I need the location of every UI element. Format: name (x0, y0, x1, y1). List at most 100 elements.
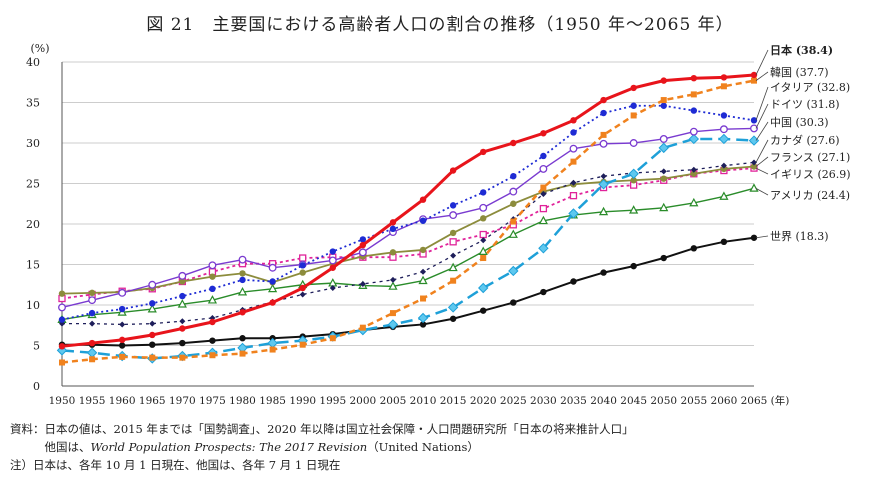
data-point (299, 284, 306, 292)
leader-line (755, 139, 769, 163)
x-tick-label: 1990 (289, 395, 316, 407)
series-line (61, 165, 755, 295)
data-point (600, 109, 607, 117)
y-tick-label: 35 (26, 97, 40, 110)
data-point (629, 205, 639, 214)
x-tick-label: 2005 (380, 395, 407, 407)
data-point (88, 296, 97, 305)
data-point (660, 102, 667, 109)
data-point (358, 248, 367, 257)
x-tick-label: 1995 (319, 395, 346, 407)
x-tick-label: 2010 (410, 395, 437, 407)
series-label: アメリカ (24.4) (770, 189, 850, 202)
data-point (147, 303, 157, 313)
data-point (359, 236, 367, 243)
data-point (420, 268, 427, 275)
data-point (540, 184, 547, 191)
y-tick-label: 10 (26, 299, 40, 312)
x-tick-label: 1980 (229, 395, 256, 407)
series-label: ドイツ (31.8) (770, 98, 840, 111)
data-point (239, 350, 246, 357)
data-point (480, 307, 487, 314)
data-point (749, 183, 759, 192)
x-tick-label: 2025 (500, 395, 527, 407)
data-point (239, 270, 246, 277)
data-point (449, 211, 458, 220)
series-labels: 日本 (38.4) 韓国 (37.7) イタリア (32.8) ドイツ (31.8) 中… (755, 43, 851, 243)
data-point (628, 168, 639, 179)
data-point (450, 277, 457, 284)
data-point (149, 354, 156, 361)
x-tick-label: 2065 (741, 395, 768, 407)
data-point (299, 254, 307, 262)
data-point (237, 286, 248, 296)
x-tick-label: 2060 (711, 395, 738, 407)
data-point (480, 215, 487, 222)
data-point (209, 337, 216, 344)
data-point (600, 269, 607, 276)
data-point (58, 316, 66, 323)
data-point (178, 271, 187, 280)
data-point (540, 288, 547, 296)
data-point (659, 134, 668, 143)
data-point (449, 202, 457, 209)
grid-lines (62, 61, 754, 346)
data-point (689, 197, 699, 207)
x-tick-label: 2050 (650, 395, 677, 407)
data-point (177, 299, 187, 308)
data-point (58, 343, 66, 350)
y-axis-label: (%) (30, 42, 49, 55)
data-point (539, 164, 548, 173)
data-point (630, 84, 637, 92)
data-point (149, 300, 156, 307)
leader-line (755, 121, 769, 141)
x-tick-label: 2040 (590, 395, 617, 407)
data-point (329, 264, 336, 271)
data-point (449, 167, 457, 174)
data-point (359, 241, 367, 249)
data-point (659, 202, 669, 212)
data-point (660, 168, 667, 175)
leader-line (755, 156, 769, 167)
data-point (569, 144, 578, 153)
data-point (239, 276, 246, 284)
series-韓国 (37.7) (59, 77, 757, 366)
data-point (268, 263, 277, 272)
data-point (179, 354, 186, 361)
data-point (658, 142, 669, 154)
series-label: フランス (27.1) (770, 151, 850, 164)
data-point (450, 252, 457, 259)
data-point (149, 320, 156, 327)
data-point (88, 289, 96, 297)
series-label: 中国 (30.3) (770, 116, 829, 129)
data-point (209, 273, 216, 280)
data-point (118, 305, 126, 313)
data-point (570, 158, 577, 165)
data-point (149, 341, 156, 348)
data-point (630, 112, 637, 119)
data-point (599, 139, 608, 148)
leader-line (755, 86, 769, 121)
data-point (299, 291, 306, 298)
x-tick-label: 1970 (169, 395, 196, 407)
data-point (540, 191, 547, 198)
series-label: 韓国 (37.7) (770, 66, 829, 79)
data-point (750, 71, 758, 79)
series-line (62, 236, 755, 347)
series-line (61, 187, 755, 321)
data-point (690, 75, 698, 82)
footnote: 注）日本は、各年 10 月 1 日現在、他国は、各年 7 月 1 日現在 (10, 458, 341, 472)
series-日本 (38.4) (58, 71, 758, 350)
data-point (568, 208, 579, 219)
data-point (660, 77, 667, 84)
x-tick-label: 2045 (620, 395, 647, 407)
data-point (267, 337, 278, 349)
data-point (538, 243, 549, 254)
y-tick-label: 30 (26, 137, 40, 150)
data-point (388, 281, 398, 290)
data-point (690, 166, 697, 173)
data-point (179, 292, 186, 300)
x-tick-label: 1985 (259, 395, 286, 407)
source-note-2-suffix: （United Nations） (367, 440, 479, 454)
data-point (480, 237, 487, 244)
